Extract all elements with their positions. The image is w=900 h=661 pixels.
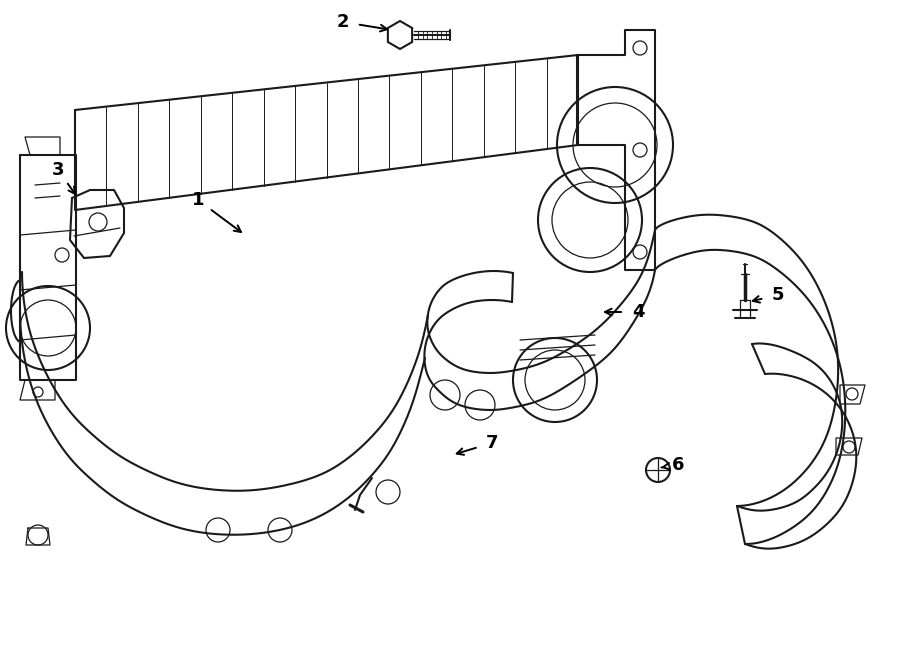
Text: 7: 7 — [486, 434, 499, 452]
Text: 5: 5 — [772, 286, 784, 304]
Text: 2: 2 — [337, 13, 349, 31]
Text: 6: 6 — [671, 456, 684, 474]
Text: 4: 4 — [632, 303, 644, 321]
Text: 1: 1 — [192, 191, 204, 209]
Text: 3: 3 — [52, 161, 64, 179]
